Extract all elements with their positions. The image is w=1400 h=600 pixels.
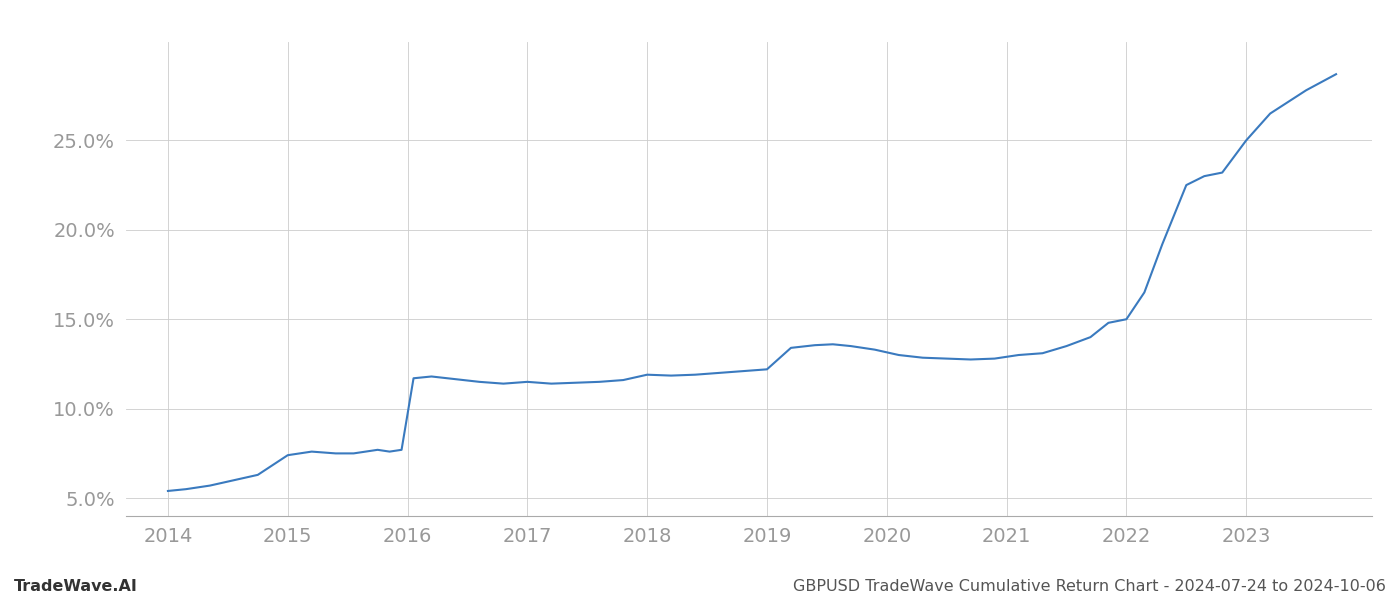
Text: TradeWave.AI: TradeWave.AI <box>14 579 137 594</box>
Text: GBPUSD TradeWave Cumulative Return Chart - 2024-07-24 to 2024-10-06: GBPUSD TradeWave Cumulative Return Chart… <box>794 579 1386 594</box>
